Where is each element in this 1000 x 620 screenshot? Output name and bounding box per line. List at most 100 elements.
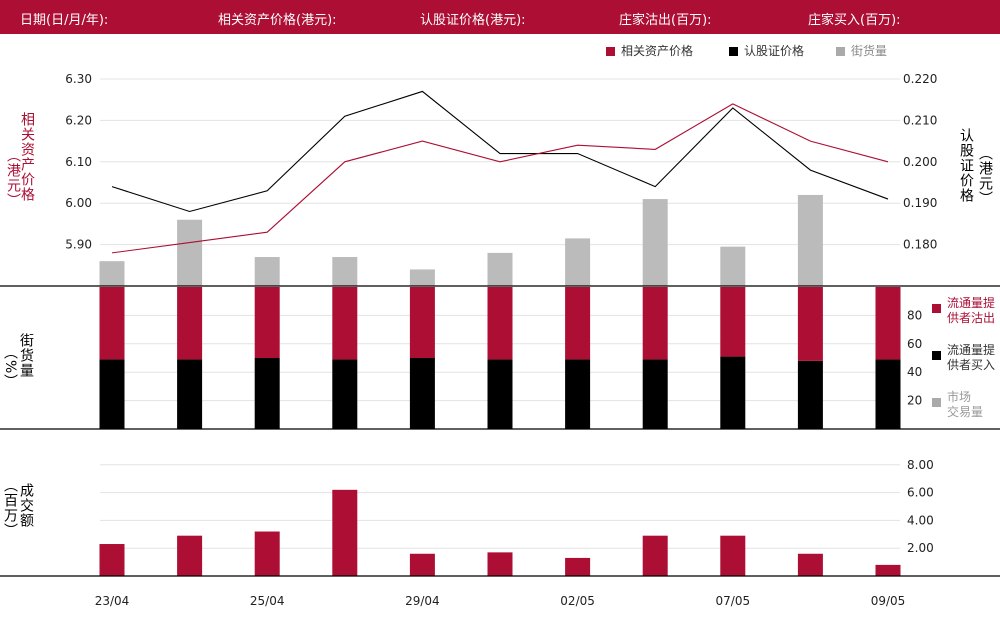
- outstanding-bar: [254, 257, 280, 286]
- warrant-price-line: [111, 90, 889, 213]
- outstanding-bar: [565, 238, 591, 286]
- legend-label-line1: 市场: [947, 390, 972, 404]
- lp-buy-bar: [409, 358, 435, 429]
- bottom-axis-unit: （百万）: [2, 478, 18, 538]
- lp-sell-bar: [797, 287, 823, 361]
- lp-sell-bar: [254, 287, 280, 358]
- lp-sell-bar: [642, 287, 668, 360]
- legend-lp-sell: 流通量提 供者沽出: [932, 296, 995, 326]
- legend-lp-buy: 流通量提 供者买入: [932, 343, 995, 373]
- legend-swatch: [932, 398, 941, 407]
- turnover-bar: [487, 552, 513, 576]
- left-price-tick-label: 6.30: [65, 72, 92, 86]
- x-tick-label: 07/05: [716, 594, 751, 608]
- warrant-price-label: 认股证价格(港元):: [420, 13, 526, 28]
- legend-underlying-price: 相关资产价格: [606, 44, 693, 59]
- right-price-tick-label: 0.180: [903, 238, 937, 252]
- turnover-bar: [99, 544, 125, 576]
- legend-warrant-price: 认股证价格: [729, 44, 804, 59]
- legend-label: 认股证价格: [744, 44, 805, 58]
- left-price-tick-label: 6.00: [65, 196, 92, 210]
- legend-label: 街货量: [851, 44, 888, 58]
- legend-label: 相关资产价格: [621, 44, 694, 58]
- legend-swatch: [729, 47, 738, 56]
- lp-buy-bar: [642, 359, 668, 429]
- underlying-price-line: [111, 103, 889, 254]
- middle-axis-unit: （%）: [2, 345, 18, 390]
- lp-buy-bar: [797, 360, 823, 429]
- outstanding-bar: [99, 261, 125, 286]
- right-price-tick-label: 0.190: [903, 196, 937, 210]
- outstanding-bar: [487, 252, 513, 286]
- right-price-tick-label: 0.200: [903, 155, 937, 169]
- middle-axis-title: 街货量: [18, 333, 34, 378]
- turnover-bar: [720, 535, 746, 576]
- legend-label-line2: 供者沽出: [947, 311, 996, 325]
- legend-label-line1: 流通量提: [947, 343, 996, 357]
- underlying-price-label: 相关资产价格(港元):: [218, 13, 337, 28]
- turnover-bar: [409, 553, 435, 576]
- x-tick-label: 23/04: [95, 594, 130, 608]
- lp-sell-bar: [720, 287, 746, 357]
- legend-outstanding: 街货量: [836, 44, 887, 59]
- date-label: 日期(日/月/年):: [20, 13, 109, 28]
- outstanding-bar: [409, 269, 435, 286]
- lp-buy-bar: [99, 359, 125, 429]
- legend-swatch: [932, 351, 941, 360]
- middle-tick-label: 20: [907, 394, 922, 408]
- outstanding-bar: [720, 246, 746, 286]
- outstanding-bar: [332, 257, 358, 286]
- x-tick-label: 02/05: [560, 594, 595, 608]
- legend-label-line2: 供者买入: [947, 358, 996, 372]
- lp-buy-bar: [177, 359, 203, 429]
- x-tick-label: 29/04: [405, 594, 440, 608]
- lp-sell-bar: [332, 287, 358, 360]
- lp-buy-bar: [565, 359, 591, 429]
- lp-buy-bar: [487, 359, 513, 429]
- turnover-bar: [565, 557, 591, 576]
- legend-swatch: [606, 47, 615, 56]
- left-price-axis-unit: （港元）: [5, 148, 21, 208]
- middle-tick-label: 60: [907, 337, 922, 351]
- legend-label-line1: 流通量提: [947, 296, 996, 310]
- lp-buy-bar: [875, 359, 901, 429]
- turnover-bar: [875, 564, 901, 576]
- turnover-bar: [642, 535, 668, 576]
- lp-buy-bar: [254, 358, 280, 429]
- lp-buy-bar: [720, 356, 746, 429]
- market-maker-sell-label: 庄家沽出(百万):: [619, 13, 712, 28]
- legend-market-volume: 市场 交易量: [932, 390, 983, 420]
- bottom-tick-label: 2.00: [907, 541, 934, 555]
- right-price-axis-title: 认股证价格: [958, 128, 974, 203]
- x-tick-label: 09/05: [871, 594, 906, 608]
- bottom-tick-label: 6.00: [907, 486, 934, 500]
- lp-sell-bar: [177, 287, 203, 360]
- turnover-bar: [254, 531, 280, 576]
- lp-sell-bar: [875, 287, 901, 360]
- lp-sell-bar: [487, 287, 513, 360]
- right-price-tick-label: 0.220: [903, 72, 937, 86]
- middle-tick-label: 40: [907, 365, 922, 379]
- right-price-tick-label: 0.210: [903, 113, 937, 127]
- lp-buy-bar: [332, 359, 358, 429]
- legend-label-line2: 交易量: [947, 405, 984, 419]
- x-tick-label: 25/04: [250, 594, 285, 608]
- left-price-tick-label: 6.20: [65, 113, 92, 127]
- header-bar: 日期(日/月/年): 相关资产价格(港元): 认股证价格(港元): 庄家沽出(百…: [0, 0, 1000, 34]
- turnover-bar: [177, 535, 203, 576]
- outstanding-bar: [797, 194, 823, 286]
- legend-swatch: [836, 47, 845, 56]
- right-price-axis-unit: （港元）: [977, 146, 993, 206]
- turnover-bar: [797, 553, 823, 576]
- left-price-tick-label: 5.90: [65, 238, 92, 252]
- lp-sell-bar: [409, 287, 435, 358]
- market-maker-buy-label: 庄家买入(百万):: [808, 13, 901, 28]
- middle-tick-label: 80: [907, 308, 922, 322]
- bottom-axis-title: 成交额: [18, 483, 34, 528]
- outstanding-bar: [642, 199, 668, 286]
- lp-sell-bar: [99, 287, 125, 360]
- lp-sell-bar: [565, 287, 591, 360]
- turnover-bar: [332, 489, 358, 576]
- outstanding-bar: [177, 219, 203, 286]
